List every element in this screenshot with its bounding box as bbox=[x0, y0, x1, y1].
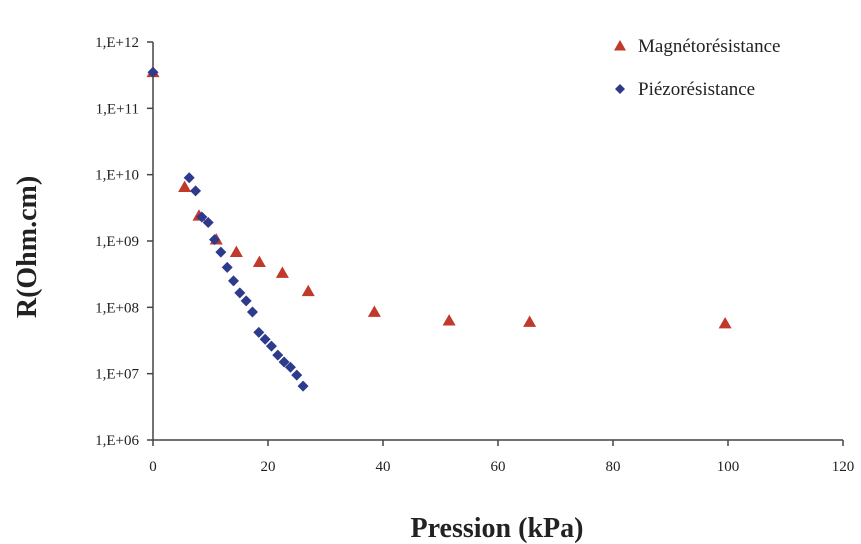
x-tick-label: 100 bbox=[717, 459, 740, 475]
data-point-diamond bbox=[147, 66, 159, 78]
data-point-triangle bbox=[442, 314, 456, 326]
x-tick-label: 80 bbox=[606, 459, 621, 475]
legend-marker-triangle bbox=[614, 40, 626, 51]
data-point-diamond bbox=[291, 369, 303, 381]
y-axis-title: R(Ohm.cm) bbox=[12, 176, 43, 318]
data-point-diamond bbox=[183, 172, 195, 184]
legend-label: Magnétorésistance bbox=[638, 36, 780, 57]
data-point-diamond bbox=[272, 349, 284, 361]
data-point-triangle bbox=[275, 266, 289, 278]
data-point-diamond bbox=[246, 306, 258, 318]
x-tick-label: 60 bbox=[491, 459, 506, 475]
data-point-diamond bbox=[209, 234, 221, 246]
data-point-diamond bbox=[265, 340, 277, 352]
data-point-triangle bbox=[252, 255, 266, 268]
legend-marker-diamond bbox=[615, 84, 625, 94]
y-tick-label: 1,E+08 bbox=[95, 300, 139, 316]
x-tick-label: 20 bbox=[261, 459, 276, 475]
y-tick-label: 1,E+07 bbox=[95, 367, 139, 383]
axes bbox=[152, 42, 843, 441]
series-1 bbox=[146, 65, 732, 329]
data-point-diamond bbox=[196, 211, 208, 223]
data-point-diamond bbox=[190, 185, 202, 197]
y-tick-label: 1,E+10 bbox=[95, 168, 139, 184]
y-tick-label: 1,E+09 bbox=[95, 234, 139, 250]
legend: Magnétorésistance Piézorésistance bbox=[614, 36, 780, 100]
x-tick-label: 0 bbox=[149, 459, 157, 475]
data-point-triangle bbox=[718, 317, 732, 329]
data-marks bbox=[146, 65, 732, 392]
legend-label: Piézorésistance bbox=[638, 79, 755, 100]
series-2 bbox=[147, 66, 309, 392]
x-axis-title: Pression (kPa) bbox=[411, 513, 584, 544]
data-point-diamond bbox=[259, 333, 271, 345]
data-point-triangle bbox=[178, 180, 192, 192]
data-point-diamond bbox=[278, 356, 290, 368]
data-point-triangle bbox=[367, 305, 381, 317]
y-tick-label: 1,E+12 bbox=[95, 35, 139, 51]
data-point-triangle bbox=[301, 284, 315, 297]
data-point-diamond bbox=[215, 246, 227, 258]
data-point-diamond bbox=[221, 261, 233, 273]
ticks: 1,E+06 1,E+07 1,E+08 1,E+09 1,E+10 1,E+11 1,E+… bbox=[95, 35, 854, 475]
data-point-diamond bbox=[202, 217, 214, 229]
data-point-diamond bbox=[228, 275, 239, 287]
data-point-diamond bbox=[234, 287, 246, 299]
data-point-diamond bbox=[284, 361, 296, 373]
data-point-diamond bbox=[240, 295, 252, 307]
x-tick-label: 120 bbox=[832, 459, 855, 475]
data-point-diamond bbox=[297, 380, 309, 392]
y-tick-label: 1,E+06 bbox=[95, 433, 139, 449]
y-tick-label: 1,E+11 bbox=[96, 101, 139, 117]
x-tick-label: 40 bbox=[376, 459, 391, 475]
data-point-diamond bbox=[253, 326, 265, 338]
data-point-triangle bbox=[229, 245, 243, 257]
data-point-triangle bbox=[523, 315, 537, 327]
